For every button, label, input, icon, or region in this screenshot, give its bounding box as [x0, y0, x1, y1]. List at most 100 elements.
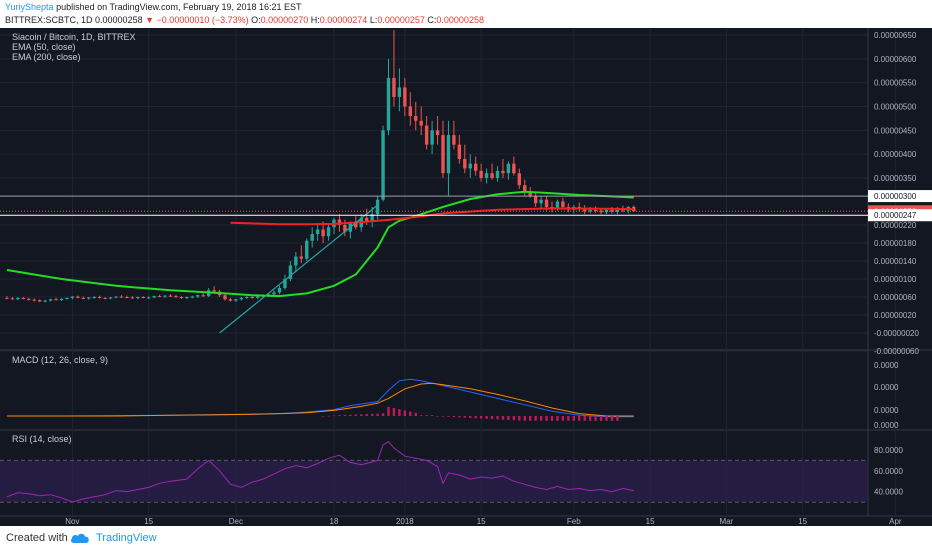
macd-hist-bar [425, 415, 428, 416]
ema200-line [230, 207, 634, 226]
price-tick-label: 0.00000180 [874, 239, 917, 248]
candle-body [174, 296, 178, 298]
candle-body [294, 256, 298, 266]
candle-body [272, 292, 276, 295]
low-label: L: [369, 15, 378, 25]
candle-body [337, 219, 342, 225]
candle-body [87, 297, 91, 299]
time-tick-label: Mar [720, 517, 734, 526]
candle-body [561, 201, 565, 207]
macd-hist-bar [474, 416, 477, 419]
candle-body [490, 173, 494, 178]
time-tick-label: 15 [646, 517, 655, 526]
macd-hist-bar [507, 416, 510, 420]
macd-hist-bar [409, 411, 412, 416]
time-tick-label: 18 [330, 517, 339, 526]
macd-hist-bar [365, 414, 368, 416]
candle-body [163, 295, 167, 297]
macd-hist-bar [370, 413, 374, 416]
candle-body [48, 299, 53, 301]
candle-body [523, 185, 527, 193]
candle-body [239, 297, 244, 300]
macd-hist-bar [338, 415, 341, 416]
candle-body [130, 297, 135, 299]
candle-body [370, 214, 374, 222]
candle-body [599, 210, 603, 213]
candle-body [517, 173, 521, 186]
macd-hist-bar [485, 416, 488, 419]
candle-body [457, 144, 462, 159]
candle-body [484, 173, 489, 178]
candle-body [414, 116, 418, 121]
candle-body [228, 299, 233, 301]
candle-body [555, 201, 560, 209]
candle-body [315, 229, 320, 234]
legend-title: Siacoin / Bitcoin, 1D, BITTREX [12, 32, 136, 42]
candle-body [136, 297, 140, 298]
candle-body [54, 299, 58, 301]
candle-body [446, 135, 451, 174]
price-tick-label: 0.00000350 [874, 174, 917, 183]
price-tick-label: 0.00000020 [874, 311, 917, 320]
candle-body [27, 298, 31, 300]
chart-svg[interactable]: 0.00000650 0.00000600 0.00000550 0.00000500… [0, 28, 932, 526]
candle-body [397, 87, 402, 97]
candle-body [468, 163, 472, 169]
candle-body [392, 77, 396, 97]
candle-body [157, 296, 162, 298]
time-tick-label: 15 [798, 517, 807, 526]
macd-hist-bar [360, 414, 363, 416]
created-with-text: Created with [6, 532, 68, 544]
close-value: 0.00000258 [436, 15, 484, 25]
price-tick-label: 0.00000550 [874, 79, 917, 88]
macd-hist-bar [387, 406, 390, 416]
macd-hist-bar [561, 416, 565, 421]
down-arrow-icon: ▼ [145, 15, 155, 25]
candle-body [65, 297, 69, 299]
candle-body [430, 130, 434, 145]
macd-hist-bar [556, 416, 559, 421]
candle-body [147, 297, 151, 299]
trend-line [219, 204, 378, 334]
candle-body [381, 130, 385, 200]
macd-hist-bar [490, 416, 494, 420]
price-tag-resistance: 0.00000300 [874, 192, 917, 201]
macd-hist-bar [430, 415, 434, 416]
candle-body [196, 295, 200, 297]
last-price: 0.00000258 [95, 15, 143, 25]
macd-hist-bar [452, 416, 456, 418]
price-tick-label: 0.00000100 [874, 275, 917, 284]
candle-body [610, 209, 614, 212]
candle-body [97, 297, 102, 298]
candle-body [103, 297, 107, 299]
open-label: O: [251, 15, 261, 25]
candle-body [70, 296, 75, 298]
macd-hist-bar [545, 416, 548, 421]
macd-hist-bar [572, 416, 575, 421]
macd-hist-bar [458, 416, 461, 418]
legend-ema50: EMA (50, close) [12, 42, 76, 52]
chart-header: YuriyShepta published on TradingView.com… [0, 0, 932, 28]
candle-body [528, 192, 532, 197]
macd-hist-bar [420, 415, 423, 416]
candle-body [141, 297, 145, 298]
candle-body [234, 299, 238, 301]
chart-panel[interactable]: 0.00000650 0.00000600 0.00000550 0.00000500… [0, 28, 932, 526]
candle-body [495, 170, 500, 178]
candle-body [81, 297, 85, 299]
candle-body [506, 163, 511, 174]
candle-body [201, 295, 205, 297]
author-link[interactable]: YuriyShepta [5, 2, 54, 12]
tradingview-link[interactable]: TradingView [96, 532, 157, 544]
macd-hist-bar [376, 413, 379, 416]
candle-body [185, 297, 189, 298]
candle-body [479, 170, 483, 178]
candle-body [43, 300, 47, 302]
rsi-line [6, 441, 634, 503]
macd-hist-bar [594, 416, 597, 421]
candle-body [168, 295, 173, 297]
time-tick-label: 2018 [396, 517, 414, 526]
candle-body [424, 125, 429, 145]
macd-hist-bar [349, 414, 352, 416]
candle-body [539, 199, 543, 204]
